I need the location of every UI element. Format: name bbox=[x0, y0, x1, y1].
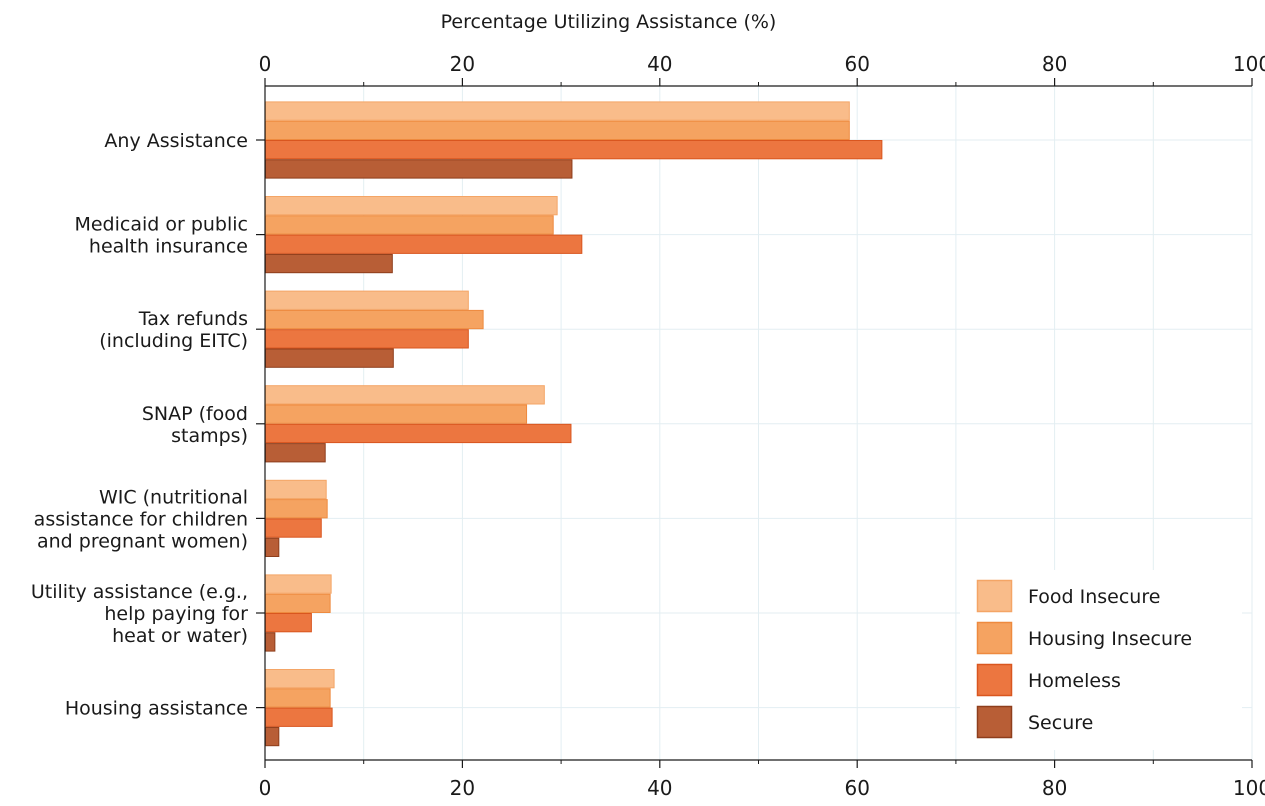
bar-housing-insecure bbox=[265, 499, 328, 519]
x-tick-label-bottom: 20 bbox=[450, 776, 475, 800]
bar-secure bbox=[265, 348, 394, 368]
bar-secure bbox=[265, 726, 280, 747]
bar-food-insecure bbox=[265, 479, 327, 500]
bar-secure bbox=[265, 253, 393, 274]
category-label: Housing assistance bbox=[65, 698, 248, 720]
bar-homeless bbox=[265, 613, 312, 633]
bar-secure bbox=[265, 159, 573, 179]
x-tick-label-bottom: 60 bbox=[844, 776, 869, 800]
x-tick-label-top: 20 bbox=[450, 52, 475, 76]
bar-homeless bbox=[265, 329, 469, 349]
category-label: WIC (nutritional bbox=[99, 486, 248, 508]
bar-homeless bbox=[265, 140, 883, 160]
legend-swatch-secure bbox=[976, 705, 1013, 739]
bar-housing-insecure bbox=[265, 120, 850, 140]
x-tick-label-top: 80 bbox=[1042, 52, 1067, 76]
legend[interactable]: Food Insecure Housing Insecure Homeless Sec… bbox=[960, 570, 1242, 750]
bar-homeless bbox=[265, 707, 333, 727]
x-tick-label-bottom: 100 bbox=[1233, 776, 1265, 800]
x-tick-label-bottom: 80 bbox=[1042, 776, 1067, 800]
x-tick-label-top: 0 bbox=[259, 52, 272, 76]
bar-secure bbox=[265, 537, 280, 558]
legend-label: Homeless bbox=[1028, 670, 1121, 692]
category-label: help paying for bbox=[104, 603, 248, 625]
bar-housing-insecure bbox=[265, 688, 331, 708]
category-label: Any Assistance bbox=[104, 130, 248, 152]
bar-homeless bbox=[265, 518, 322, 538]
bar-housing-insecure bbox=[265, 593, 331, 614]
bar-food-insecure bbox=[265, 290, 469, 310]
x-tick-label-top: 100 bbox=[1233, 52, 1265, 76]
bar-food-insecure bbox=[265, 196, 558, 216]
legend-swatch-homeless bbox=[976, 663, 1013, 697]
bar-secure bbox=[265, 443, 326, 463]
x-axis-title: Percentage Utilizing Assistance (%) bbox=[441, 11, 777, 33]
legend-label: Secure bbox=[1028, 712, 1093, 734]
category-label: stamps) bbox=[171, 425, 248, 447]
legend-swatch-housing-insecure bbox=[976, 621, 1013, 655]
bars bbox=[265, 101, 883, 747]
category-label: health insurance bbox=[89, 236, 248, 258]
category-label: Tax refunds bbox=[138, 308, 248, 330]
bar-homeless bbox=[265, 234, 583, 254]
legend-label: Housing Insecure bbox=[1028, 628, 1192, 650]
category-label: Utility assistance (e.g., bbox=[31, 581, 248, 603]
bar-housing-insecure bbox=[265, 404, 528, 424]
category-label: assistance for children bbox=[34, 508, 248, 530]
legend-label: Food Insecure bbox=[1028, 586, 1160, 608]
bar-food-insecure bbox=[265, 669, 335, 689]
bar-housing-insecure bbox=[265, 215, 554, 235]
bar-food-insecure bbox=[265, 385, 545, 405]
bar-housing-insecure bbox=[265, 309, 484, 330]
x-tick-label-top: 40 bbox=[647, 52, 672, 76]
bar-secure bbox=[265, 632, 276, 652]
bar-food-insecure bbox=[265, 574, 332, 594]
category-label: (including EITC) bbox=[99, 330, 248, 352]
x-tick-label-bottom: 40 bbox=[647, 776, 672, 800]
category-label: heat or water) bbox=[112, 625, 248, 647]
category-label: SNAP (food bbox=[142, 403, 248, 425]
bar-homeless bbox=[265, 423, 572, 444]
legend-swatch-food-insecure bbox=[976, 579, 1013, 613]
category-label: Medicaid or public bbox=[74, 214, 248, 236]
category-label: and pregnant women) bbox=[37, 530, 248, 552]
x-tick-label-bottom: 0 bbox=[259, 776, 272, 800]
axes: 0 0 20 20 40 40 60 60 80 80 100 100 Any Assistance Me… bbox=[31, 52, 1265, 800]
x-tick-label-top: 60 bbox=[844, 52, 869, 76]
bar-food-insecure bbox=[265, 101, 850, 121]
